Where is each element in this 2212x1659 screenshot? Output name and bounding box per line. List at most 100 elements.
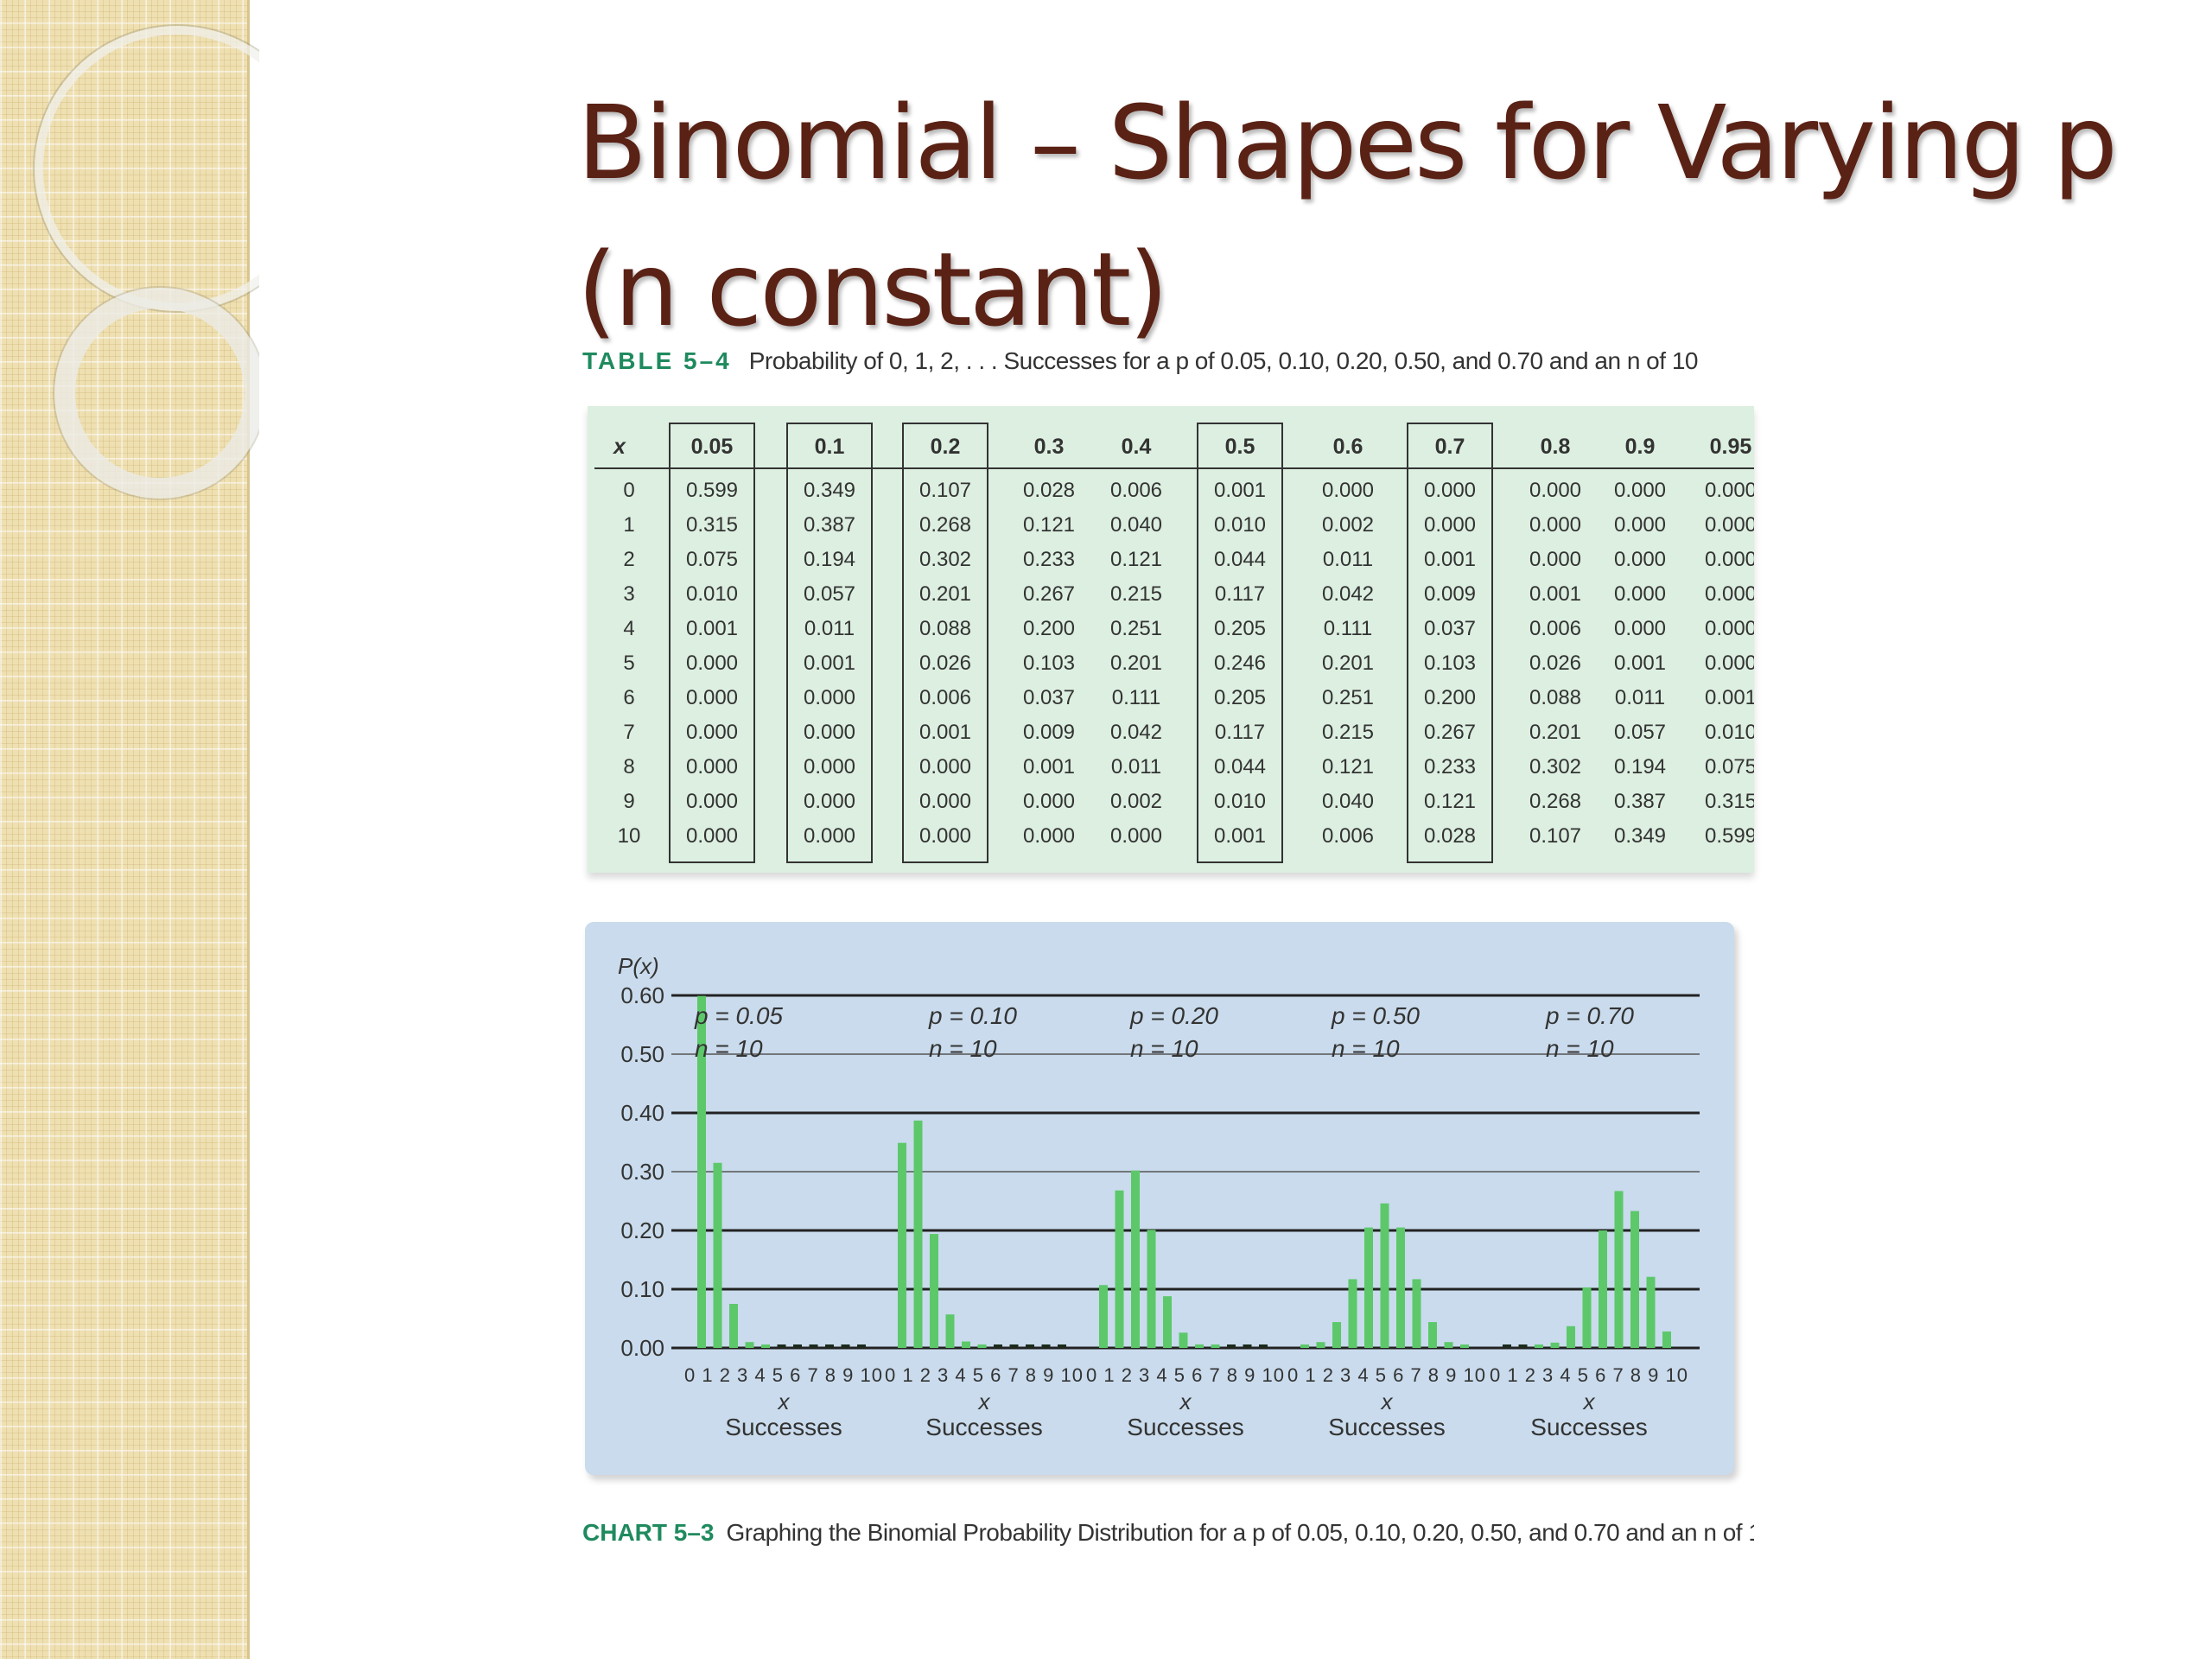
- table-column-header: 0.6: [1333, 435, 1363, 459]
- table-cell: 0.040: [1322, 790, 1374, 813]
- chart-bar: [1599, 1230, 1607, 1348]
- table-cell: 0.010: [1705, 721, 1754, 744]
- chart-bar: [977, 1344, 987, 1348]
- table-cell: 0.042: [1322, 582, 1374, 606]
- table-cell: 0.315: [1705, 790, 1754, 813]
- chart-bar: [809, 1344, 818, 1348]
- table-cell: 0.302: [919, 548, 971, 571]
- table-cell: 0.121: [1110, 548, 1162, 571]
- table-cell: 0.088: [1529, 686, 1581, 709]
- table-row-label: 9: [623, 790, 634, 813]
- table-cell: 0.000: [804, 824, 855, 848]
- table-cell: 0.000: [919, 824, 971, 848]
- chart-bar: [1163, 1296, 1172, 1348]
- chart-x-variable: x: [1179, 1389, 1192, 1414]
- chart-y-tick-label: 0.10: [620, 1276, 664, 1302]
- chart-x-variable: x: [1582, 1389, 1596, 1414]
- chart-bar: [697, 995, 706, 1348]
- chart-bar: [793, 1344, 802, 1348]
- table-column-header: 0.7: [1435, 435, 1465, 459]
- chart-x-tick-labels: 0 1 2 3 4 5 6 7 8 9 10: [1086, 1364, 1285, 1386]
- decorative-rings: [33, 24, 259, 500]
- table-cell: 0.121: [1424, 790, 1476, 813]
- chart-caption-label: CHART 5–3: [582, 1519, 715, 1546]
- table-cell: 0.044: [1214, 755, 1266, 779]
- table-column-header: 0.9: [1625, 435, 1656, 459]
- chart-bar: [898, 1142, 906, 1348]
- chart-bar: [857, 1344, 866, 1348]
- chart-bar: [1630, 1211, 1639, 1348]
- table-cell: 0.000: [1705, 513, 1754, 537]
- table-cell: 0.000: [686, 721, 738, 744]
- table-cell: 0.000: [1529, 548, 1581, 571]
- table-cell: 0.000: [1705, 582, 1754, 606]
- table-cell: 0.037: [1424, 617, 1476, 640]
- table-cell: 0.000: [804, 790, 855, 813]
- table-column-highlight-box: [669, 423, 755, 863]
- table-cell: 0.000: [1614, 617, 1666, 640]
- chart-bar: [1567, 1325, 1575, 1348]
- table-cell: 0.000: [686, 686, 738, 709]
- chart-bar: [729, 1304, 738, 1348]
- table-cell: 0.000: [1424, 479, 1476, 502]
- table-cell: 0.599: [1705, 824, 1754, 848]
- table-cell: 0.010: [1214, 513, 1266, 537]
- table-cell: 0.387: [804, 513, 855, 537]
- table-cell: 0.000: [1614, 479, 1666, 502]
- table-cell: 0.215: [1110, 582, 1162, 606]
- chart-x-tick-labels: 0 1 2 3 4 5 6 7 8 9 10: [1490, 1364, 1688, 1386]
- chart-bar: [825, 1344, 834, 1348]
- decorative-ring-large-edge: [33, 24, 259, 313]
- chart-bar: [761, 1344, 770, 1348]
- table-cell: 0.111: [1324, 617, 1373, 640]
- table-cell: 0.215: [1322, 721, 1374, 744]
- chart-bar: [913, 1120, 923, 1348]
- chart-bar: [777, 1344, 786, 1348]
- chart-bar: [713, 1162, 722, 1348]
- table-cell: 0.000: [1023, 790, 1075, 813]
- table-cell: 0.042: [1110, 721, 1162, 744]
- table-cell: 0.075: [1705, 755, 1754, 779]
- table-cell: 0.268: [1529, 790, 1581, 813]
- chart-series-n-label: n = 10: [929, 1035, 997, 1062]
- table-cell: 0.315: [686, 513, 738, 537]
- table-cell: 0.006: [1322, 824, 1374, 848]
- table-cell: 0.037: [1023, 686, 1075, 709]
- table-cell: 0.026: [1529, 652, 1581, 675]
- table-cell: 0.233: [1023, 548, 1075, 571]
- table-cell: 0.251: [1322, 686, 1374, 709]
- table-cell: 0.107: [919, 479, 971, 502]
- chart-x-axis-label: Successes: [925, 1414, 1042, 1440]
- table-cell: 0.201: [1110, 652, 1162, 675]
- chart-y-tick-label: 0.40: [620, 1100, 664, 1126]
- chart-bar: [1380, 1203, 1389, 1348]
- probability-table-panel: x 0.05 0.1 0.2 0.3 0.4 0.5 0.6 0.7 0.8 0.9 0.95 0 0.5…: [588, 406, 1754, 873]
- chart-bar: [1147, 1230, 1156, 1348]
- decorative-ring-small-edge: [53, 286, 259, 500]
- table-cell: 0.349: [804, 479, 855, 502]
- table-cell: 0.010: [686, 582, 738, 606]
- table-row-label: 10: [618, 824, 641, 848]
- table-column-highlight-box: [1197, 423, 1283, 863]
- table-caption-label: TABLE 5–4: [582, 347, 732, 374]
- table-cell: 0.000: [1424, 513, 1476, 537]
- table-column-highlight-box: [786, 423, 873, 863]
- chart-bar: [1131, 1170, 1140, 1348]
- binomial-chart-panel: P(x) 0.60 0.50 0.40 0.30 0.20 0.10 0.00 p = 0.05…: [585, 922, 1734, 1475]
- table-cell: 0.006: [919, 686, 971, 709]
- chart-bar: [1662, 1331, 1671, 1348]
- table-column-highlight-box: [902, 423, 988, 863]
- chart-bar: [1099, 1285, 1108, 1348]
- chart-series-label: p = 0.10: [928, 1002, 1017, 1029]
- table-cell: 0.000: [686, 652, 738, 675]
- table-cell: 0.000: [1705, 617, 1754, 640]
- chart-x-axis-label: Successes: [1328, 1414, 1445, 1440]
- chart-bar: [1364, 1227, 1373, 1348]
- table-cell: 0.011: [804, 617, 855, 640]
- chart-y-tick-label: 0.00: [620, 1335, 664, 1361]
- table-column-header: 0.3: [1034, 435, 1065, 459]
- table-column-header: 0.1: [815, 435, 845, 459]
- table-caption-text: Probability of 0, 1, 2, . . . Successes …: [748, 347, 1699, 374]
- table-cell: 0.001: [1214, 479, 1266, 502]
- table-cell: 0.001: [686, 617, 738, 640]
